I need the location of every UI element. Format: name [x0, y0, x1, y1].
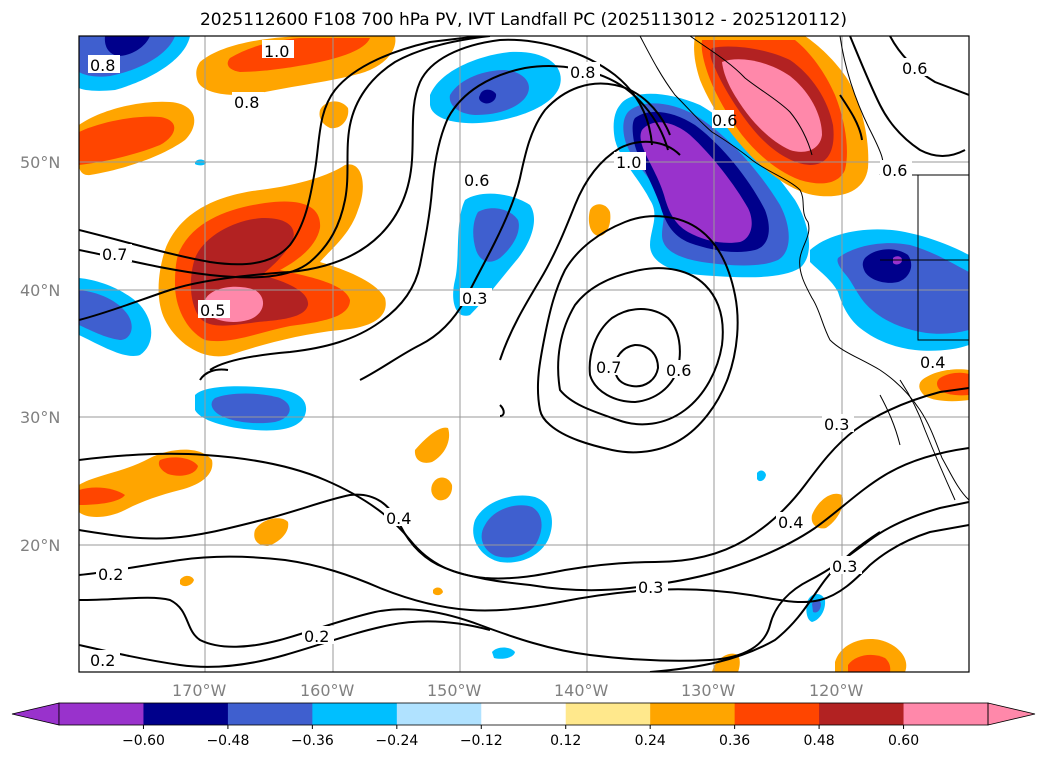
colorbar-segment: [903, 703, 989, 725]
colorbar-segment: [143, 703, 229, 725]
colorbar-segment: [59, 703, 144, 725]
anomaly-pos-region: [414, 427, 450, 463]
colorbar-segment: [227, 703, 313, 725]
lon-tick-label: 130°W: [681, 681, 736, 700]
anomaly-pos-region: [588, 204, 611, 237]
contour-label: 0.4: [778, 513, 803, 532]
contour-label: 0.3: [824, 415, 849, 434]
contour-label: 0.6: [882, 161, 907, 180]
anomaly-neg-region: [211, 393, 290, 424]
map-frame: [78, 35, 970, 673]
anomaly-neg-region: [79, 290, 132, 340]
lat-tick-label: 50°N: [20, 153, 60, 172]
contour-label: 1.0: [616, 153, 641, 172]
lon-tick-label: 140°W: [554, 681, 609, 700]
anomaly-pos-region: [433, 587, 443, 596]
colorbar-extend-low: [11, 702, 60, 726]
colorbar: −0.60 −0.48 −0.36 −0.24 −0.12 0.12 0.24 0.36 0.4…: [11, 702, 1036, 749]
colorbar-tick-label: 0.36: [719, 733, 750, 749]
anomaly-neg-region: [757, 470, 766, 482]
anomaly-pos-region: [79, 116, 175, 165]
anomaly-pos-region: [79, 487, 125, 505]
map-layer: [79, 36, 969, 672]
contour-label: 1.0: [264, 42, 289, 61]
lat-tick-label: 20°N: [20, 536, 60, 555]
anomaly-neg-region: [104, 36, 150, 56]
contour-label: 0.6: [902, 59, 927, 78]
contour-label: 0.3: [638, 578, 663, 597]
colorbar-tick-label: 0.12: [550, 733, 581, 749]
anomaly-neg-region: [492, 647, 515, 659]
pv-contours: [79, 36, 969, 672]
contour-label: 0.6: [464, 171, 489, 190]
contour-label: 0.2: [90, 651, 115, 670]
contour-label: 0.4: [386, 509, 411, 528]
anomaly-pos-region: [254, 518, 289, 546]
anomaly-neg-region: [812, 599, 821, 613]
colorbar-tick-label: −0.60: [122, 733, 165, 749]
lon-tick-label: 150°W: [427, 681, 482, 700]
anomaly-pos-region: [431, 477, 453, 501]
contour-label: 0.6: [712, 111, 737, 130]
colorbar-segment: [734, 703, 820, 725]
colorbar-tick-label: 0.60: [888, 733, 919, 749]
colorbar-tick-label: −0.48: [206, 733, 249, 749]
lon-tick-label: 170°W: [172, 681, 227, 700]
colorbar-tick-label: −0.24: [375, 733, 418, 749]
contour-label-group: 0.8 1.0 0.8 0.8 0.6 0.6 0.7 0.5 0.6 1.0 …: [88, 40, 950, 670]
contour-label: 0.7: [596, 358, 621, 377]
anomaly-pos-region: [811, 493, 844, 529]
anomaly-neg-region: [481, 505, 542, 558]
colorbar-segment: [565, 703, 651, 725]
colorbar-segment: [396, 703, 482, 725]
map-title: 2025112600 F108 700 hPa PV, IVT Landfall…: [199, 10, 847, 30]
contour-label: 0.4: [920, 353, 945, 372]
colorbar-segment: [312, 703, 398, 725]
colorbar-segment: [650, 703, 736, 725]
colorbar-tick-label: −0.12: [460, 733, 503, 749]
lat-tick-label: 30°N: [20, 408, 60, 427]
anomaly-pos-region: [848, 654, 891, 672]
contour-label: 0.6: [666, 361, 691, 380]
colorbar-segment: [819, 703, 905, 725]
contour-label: 0.2: [98, 565, 123, 584]
contour-label: 0.2: [304, 627, 329, 646]
graticule: [79, 36, 969, 672]
colorbar-tick-label: 0.24: [635, 733, 666, 749]
contour-label: 0.8: [234, 93, 259, 112]
anomaly-neg-region: [640, 122, 752, 243]
contour-label: 0.3: [832, 557, 857, 576]
lon-tick-label: 160°W: [300, 681, 355, 700]
contour-label: 0.3: [462, 289, 487, 308]
colorbar-extend-high: [987, 702, 1036, 726]
anomaly-neg-region: [479, 89, 497, 104]
contour-label: 0.7: [102, 245, 127, 264]
colorbar-tick-label: −0.36: [291, 733, 334, 749]
contour-label: 0.5: [200, 301, 225, 320]
contour-label: 0.8: [90, 56, 115, 75]
colorbar-tick-label: 0.48: [804, 733, 835, 749]
colorbar-segment: [481, 703, 567, 725]
contour-label: 0.8: [570, 63, 595, 82]
lon-tick-label: 120°W: [809, 681, 864, 700]
anomaly-pos-region: [180, 575, 194, 587]
colorbar-frame: [58, 702, 989, 726]
anomaly-pos-region: [158, 457, 198, 476]
anomaly-pos-region: [319, 101, 349, 129]
lat-tick-label: 40°N: [20, 281, 60, 300]
anomaly-pos-region: [722, 59, 822, 152]
anomaly-neg-region: [473, 208, 519, 262]
